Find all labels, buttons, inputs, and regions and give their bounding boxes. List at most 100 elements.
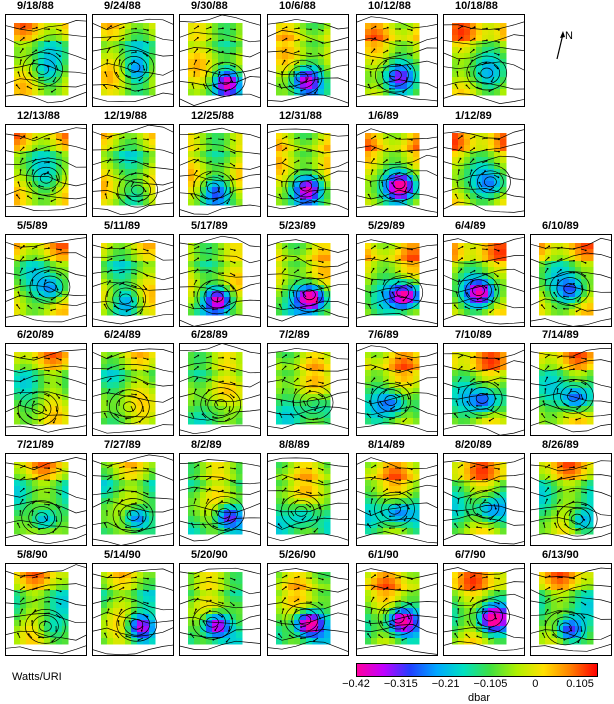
pressure-map: [444, 349, 524, 435]
colorbar-tick-label: −0.105: [473, 678, 508, 690]
panel-date: 8/14/89: [368, 439, 405, 451]
map-frame: [356, 234, 438, 327]
pressure-map: [6, 127, 86, 211]
map-frame: [443, 234, 525, 327]
panel-date: 7/21/89: [17, 439, 54, 451]
panel-date: 1/12/89: [455, 110, 492, 122]
map-frame: [92, 453, 174, 546]
pressure-map: [268, 347, 348, 429]
pressure-map: [444, 457, 524, 545]
map-frame: [530, 453, 612, 546]
colorbar-tick-label: −0.315: [383, 678, 418, 690]
panel-date: 6/20/89: [17, 329, 54, 341]
map-frame: [530, 234, 612, 327]
pressure-map: [357, 128, 437, 213]
panel-date: 8/8/89: [279, 439, 310, 451]
panel-date: 5/23/89: [279, 220, 316, 232]
map-frame: [443, 563, 525, 656]
map-frame: [179, 563, 261, 656]
map-frame: [443, 343, 525, 436]
colorbar-units: dbar: [468, 692, 491, 704]
panel-date: 5/20/90: [191, 549, 228, 561]
panel-date: 12/19/88: [104, 110, 147, 122]
panel-date: 10/12/88: [368, 0, 411, 12]
panel-date: 9/18/88: [17, 0, 54, 12]
panel-date: 7/10/89: [455, 329, 492, 341]
pressure-map: [531, 460, 611, 540]
panel-date: 8/2/89: [191, 439, 222, 451]
map-frame: [92, 14, 174, 107]
colorbar-tick-label: 0: [532, 678, 539, 690]
panel-date: 7/27/89: [104, 439, 141, 451]
credit-text: Watts/URI: [12, 671, 62, 683]
panel-date: 10/18/88: [455, 0, 498, 12]
panel-date: 7/14/89: [542, 329, 579, 341]
panel-date: 6/7/90: [455, 549, 486, 561]
panel-date: 6/28/89: [191, 329, 228, 341]
pressure-map: [357, 457, 437, 544]
pressure-map: [6, 457, 86, 545]
panel-date: 5/26/90: [279, 549, 316, 561]
panel-date: 8/26/89: [542, 439, 579, 451]
map-frame: [5, 453, 87, 546]
pressure-map: [357, 568, 437, 655]
panel-date: 5/17/89: [191, 220, 228, 232]
pressure-map: [444, 236, 524, 325]
pressure-map: [357, 16, 437, 102]
map-frame: [356, 563, 438, 656]
north-arrow-icon: [551, 28, 581, 62]
panel-date: 6/24/89: [104, 329, 141, 341]
map-frame: [5, 343, 87, 436]
pressure-map: [531, 348, 611, 433]
map-frame: [356, 124, 438, 217]
pressure-map: [444, 21, 524, 104]
map-frame: [356, 343, 438, 436]
map-frame: [443, 14, 525, 107]
pressure-map: [93, 348, 173, 434]
colorbar-tick-label: −0.42: [342, 678, 370, 690]
pressure-map: [93, 568, 173, 655]
pressure-map: [6, 348, 86, 433]
pressure-map: [268, 18, 348, 104]
map-frame: [5, 234, 87, 327]
map-frame: [267, 234, 349, 327]
pressure-map: [93, 239, 173, 325]
map-frame: [267, 563, 349, 656]
pressure-map: [180, 567, 260, 650]
map-frame: [530, 563, 612, 656]
pressure-map: [6, 20, 86, 104]
colorbar-tick-label: 0.105: [566, 678, 594, 690]
pressure-map: [6, 564, 86, 654]
pressure-map: [93, 18, 173, 102]
panel-date: 6/10/89: [542, 220, 579, 232]
pressure-map: [268, 128, 348, 210]
panel-date: 12/31/88: [279, 110, 322, 122]
panel-date: 6/1/90: [368, 549, 399, 561]
map-frame: [267, 343, 349, 436]
map-frame: [267, 124, 349, 217]
colorbar-tick-label: −0.21: [431, 678, 460, 690]
map-frame: [92, 124, 174, 217]
map-frame: [179, 14, 261, 107]
map-frame: [5, 124, 87, 217]
pressure-map: [531, 237, 611, 326]
panel-date: 9/24/88: [104, 0, 141, 12]
pressure-map: [357, 239, 437, 325]
map-frame: [267, 14, 349, 107]
pressure-map: [180, 459, 260, 542]
map-frame: [267, 453, 349, 546]
map-frame: [356, 453, 438, 546]
panel-date: 5/29/89: [368, 220, 405, 232]
map-frame: [356, 14, 438, 107]
panel-date: 12/25/88: [191, 110, 234, 122]
panel-date: 6/13/90: [542, 549, 579, 561]
panel-date: 5/8/90: [17, 549, 48, 561]
north-label: N: [565, 30, 573, 42]
map-frame: [179, 453, 261, 546]
panel-date: 9/30/88: [191, 0, 228, 12]
colorbar-ticks: −0.42 −0.315 −0.21 −0.105 0 0.105: [342, 678, 598, 692]
pressure-map: [268, 568, 348, 652]
panel-date: 5/11/89: [104, 220, 141, 232]
pressure-map: [93, 454, 173, 545]
